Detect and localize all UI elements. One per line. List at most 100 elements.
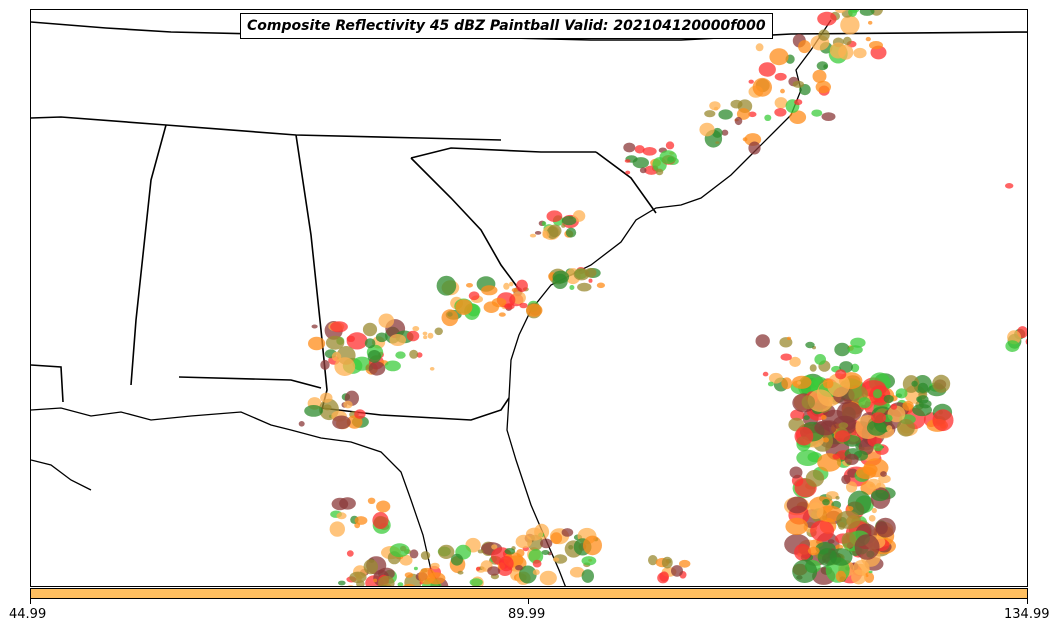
paintball-blob: [873, 443, 883, 452]
paintball-blob: [791, 375, 812, 389]
paintball-blob: [838, 422, 849, 429]
paintball-blob: [577, 282, 592, 292]
paintball-blob: [841, 532, 857, 549]
paintball-blob: [329, 521, 345, 537]
paintball-blob: [457, 570, 464, 575]
paintball-blob: [304, 405, 323, 417]
paintball-blob: [477, 549, 484, 554]
paintball-blob: [786, 496, 808, 514]
paintball-blob: [808, 546, 820, 556]
paintball-blob: [718, 109, 733, 120]
paintball-blob: [516, 279, 528, 292]
paintball-blob: [569, 566, 585, 578]
paintball-blob: [397, 582, 404, 586]
paintball-blob: [835, 369, 847, 380]
paintball-blob: [822, 378, 834, 389]
map-panel: [30, 9, 1028, 587]
colorbar-tick-mark-mid: [528, 599, 529, 604]
map-title: Composite Reflectivity 45 dBZ Paintball …: [240, 13, 773, 39]
paintball-blob: [786, 336, 792, 341]
paintball-blob: [792, 80, 804, 88]
paintball-blob: [569, 285, 575, 290]
paintball-blob: [532, 559, 542, 568]
paintball-blob: [332, 415, 351, 430]
paintball-blob: [808, 502, 824, 520]
paintball-blob: [715, 141, 720, 144]
paintball-blob: [354, 409, 366, 419]
paintball-blob: [412, 326, 420, 332]
paintball-blob: [624, 159, 631, 163]
paintball-blob: [832, 453, 840, 460]
paintball-blob: [1005, 340, 1020, 352]
paintball-blob: [827, 373, 850, 397]
paintball-blob: [539, 570, 557, 586]
paintball-blob: [853, 47, 867, 59]
paintball-blob: [821, 112, 836, 121]
paintball-blob: [550, 532, 563, 545]
paintball-blob: [596, 282, 606, 289]
paintball-blob: [789, 356, 801, 367]
paintball-blob: [665, 141, 675, 150]
paintball-blob: [447, 312, 453, 317]
paintball-blob: [712, 127, 723, 138]
paintball-blob: [655, 168, 664, 176]
paintball-blob: [491, 544, 498, 550]
paintball-blob: [762, 371, 769, 377]
paintball-blob: [780, 353, 792, 361]
paintball-blob: [515, 565, 523, 571]
paintball-blob: [873, 389, 882, 399]
paintball-blob: [764, 114, 772, 122]
paintball-blob: [805, 341, 815, 349]
paintball-blob: [498, 556, 514, 572]
paintball-blob: [487, 566, 501, 576]
paintball-blob: [781, 377, 793, 390]
paintball-blob: [834, 430, 851, 443]
paintball-blob: [835, 570, 847, 583]
paintball-blob: [541, 221, 547, 227]
paintball-blob: [827, 539, 835, 544]
paintball-blob: [886, 425, 893, 432]
paintball-blob: [546, 210, 563, 222]
paintball-blob: [552, 270, 570, 284]
paintball-blob: [511, 288, 519, 293]
paintball-blob: [752, 77, 772, 97]
paintball-blob: [406, 330, 420, 342]
paintball-blob: [798, 40, 811, 54]
paintball-blob: [841, 474, 851, 485]
paintball-blob: [402, 583, 416, 586]
paintball-blob: [850, 363, 860, 373]
paintball-blob: [429, 367, 435, 371]
paintball-blob: [389, 334, 407, 346]
map-canvas: [31, 10, 1027, 586]
paintball-blob: [625, 170, 631, 175]
paintball-blob: [389, 543, 410, 558]
state-borders: [31, 21, 1027, 421]
colorbar: [30, 588, 1028, 599]
paintball-blob: [823, 64, 828, 69]
paintball-blob: [468, 291, 480, 301]
paintball-blob: [561, 528, 574, 537]
paintball-blob: [822, 499, 830, 506]
paintball-blob: [817, 11, 837, 26]
paintball-blob: [540, 538, 553, 549]
paintball-blob: [758, 62, 776, 77]
paintball-blob: [840, 15, 860, 35]
paintball-blob: [434, 327, 443, 336]
paintball-blob: [347, 585, 354, 586]
paintball-blob: [436, 275, 457, 296]
paintball-blob: [790, 409, 805, 421]
paintball-blob: [811, 109, 823, 117]
paintball-blob: [875, 521, 888, 535]
paintball-blob: [404, 572, 414, 578]
paintball-blob: [859, 10, 875, 16]
paintball-blob: [780, 88, 785, 94]
paintball-blob: [801, 395, 815, 410]
paintball-blob: [375, 332, 388, 343]
paintball-blob: [441, 309, 459, 327]
paintball-blob: [518, 565, 537, 584]
paintball-blob: [395, 351, 406, 359]
paintball-blob: [339, 497, 356, 510]
paintball-blob: [325, 335, 345, 350]
paintball-blob: [639, 167, 647, 174]
paintball-blob: [504, 548, 516, 555]
